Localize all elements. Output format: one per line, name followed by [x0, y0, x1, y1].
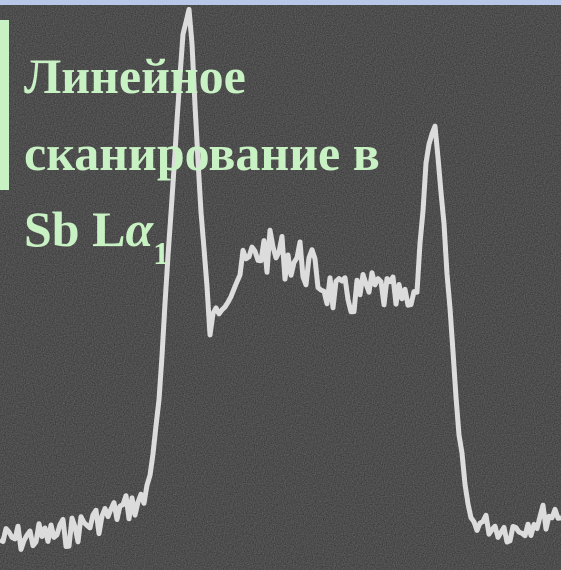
top-strip [0, 0, 561, 5]
caption-subscript: 1 [153, 235, 169, 271]
image: Линейное сканирование в Sb Lα1 [0, 0, 561, 570]
page: Линейное сканирование в Sb Lα1 (() => { … [0, 0, 561, 570]
caption-line: Линейное [24, 48, 246, 104]
left-accent [0, 20, 9, 190]
caption-line: сканирование в [24, 125, 380, 181]
caption-text: Sb L [24, 201, 125, 257]
caption-symbol: α [125, 201, 154, 257]
